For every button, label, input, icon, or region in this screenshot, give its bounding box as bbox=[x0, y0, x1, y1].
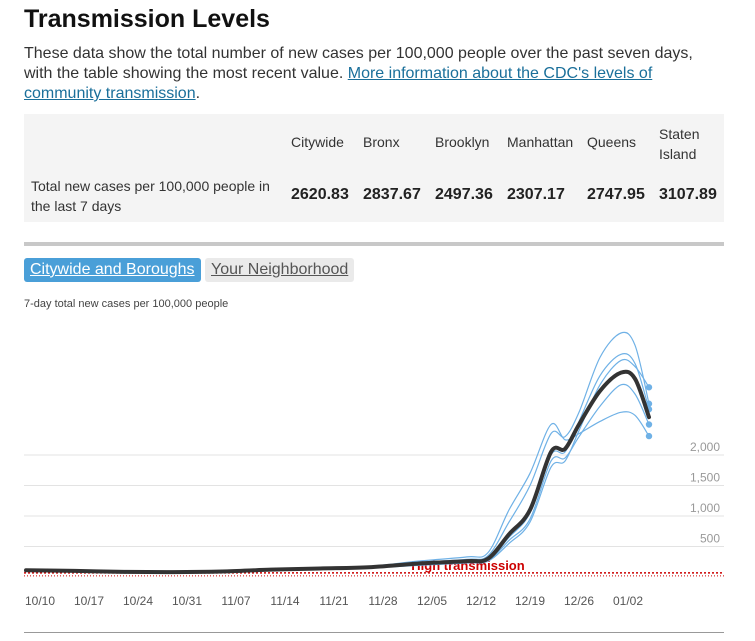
section-divider bbox=[24, 242, 724, 246]
y-tick-label: 2,000 bbox=[690, 440, 720, 454]
x-tick-label: 12/12 bbox=[466, 594, 496, 608]
value-queens: 2747.95 bbox=[587, 186, 645, 203]
x-tick-label: 12/26 bbox=[564, 594, 594, 608]
bottom-rule bbox=[24, 632, 724, 633]
value-staten-island: 3107.89 bbox=[659, 186, 717, 203]
page-title: Transmission Levels bbox=[24, 5, 270, 33]
series-endpoint-manhattan bbox=[645, 432, 653, 440]
y-tick-label: 1,000 bbox=[690, 501, 720, 515]
column-header-staten-island: Staten Island bbox=[659, 126, 700, 162]
chart-subtitle: 7-day total new cases per 100,000 people bbox=[24, 298, 229, 310]
x-tick-label: 10/10 bbox=[25, 594, 55, 608]
tab-citywide-and-boroughs[interactable]: Citywide and Boroughs bbox=[24, 258, 201, 282]
column-header-manhattan: Manhattan bbox=[507, 134, 574, 150]
value-bronx: 2837.67 bbox=[363, 186, 421, 203]
x-tick-label: 12/19 bbox=[515, 594, 545, 608]
series-line-citywide bbox=[24, 369, 651, 575]
row-label: Total new cases per 100,000 people in th… bbox=[31, 178, 270, 214]
description: These data show the total number of new … bbox=[24, 44, 714, 104]
column-header-citywide: Citywide bbox=[291, 134, 344, 150]
x-tick-label: 01/02 bbox=[613, 594, 643, 608]
x-tick-label: 11/14 bbox=[270, 594, 299, 608]
x-tick-label: 12/05 bbox=[417, 594, 447, 608]
series-endpoint-staten-island bbox=[645, 384, 653, 391]
description-text: These data show the total number of new … bbox=[24, 45, 693, 82]
x-tick-label: 10/24 bbox=[123, 594, 153, 608]
y-tick-label: 500 bbox=[700, 532, 720, 546]
x-tick-label: 11/07 bbox=[221, 594, 250, 608]
description-end: . bbox=[195, 85, 201, 102]
series-line-staten-island bbox=[25, 358, 650, 573]
cdc-levels-link[interactable]: More information about the CDC's levels … bbox=[24, 65, 653, 102]
summary-table: Citywide Bronx Brooklyn Manhattan Queens… bbox=[24, 114, 724, 222]
x-tick-label: 10/17 bbox=[74, 594, 104, 608]
x-tick-label: 10/31 bbox=[172, 594, 202, 608]
column-header-bronx: Bronx bbox=[363, 134, 400, 150]
series-line-bronx bbox=[25, 331, 650, 573]
transmission-chart: 500 1,000 1,500 2,000 10/10 10/17 10/24 10/31 11… bbox=[24, 331, 724, 608]
series-endpoint-brooklyn bbox=[645, 421, 653, 428]
value-manhattan: 2307.17 bbox=[507, 186, 565, 203]
column-header-queens: Queens bbox=[587, 134, 637, 150]
value-brooklyn: 2497.36 bbox=[435, 186, 493, 203]
series-line-manhattan bbox=[25, 411, 650, 573]
x-tick-label: 11/21 bbox=[319, 594, 348, 608]
tab-your-neighborhood[interactable]: Your Neighborhood bbox=[205, 258, 355, 282]
y-tick-label: 1,500 bbox=[690, 471, 720, 485]
value-citywide: 2620.83 bbox=[291, 186, 349, 203]
series-line-brooklyn bbox=[25, 383, 650, 574]
x-tick-label: 11/28 bbox=[368, 594, 397, 608]
column-header-brooklyn: Brooklyn bbox=[435, 134, 490, 150]
